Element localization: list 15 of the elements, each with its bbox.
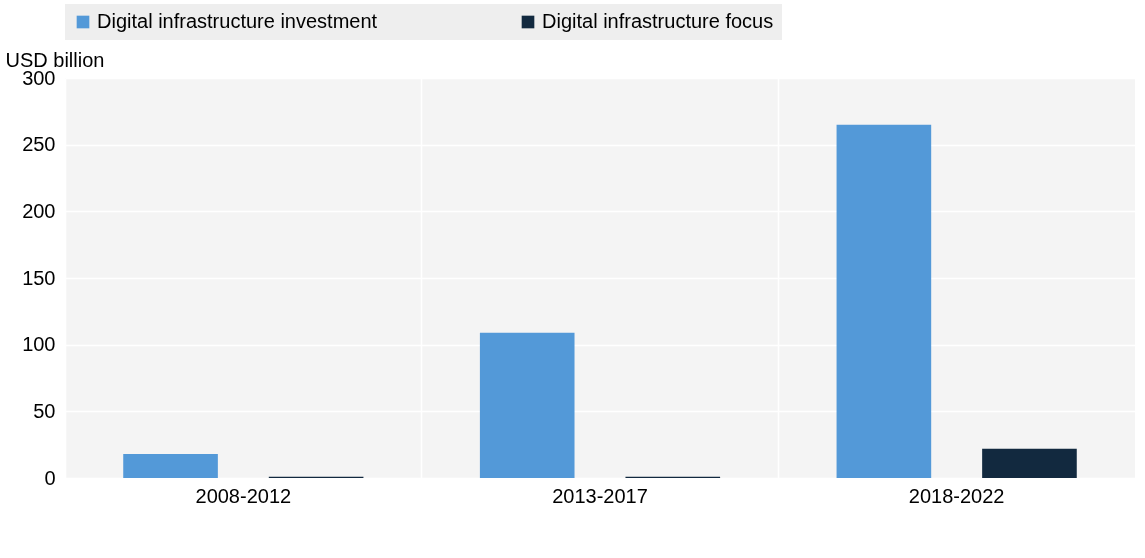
y-tick-label: 0 xyxy=(44,466,56,489)
x-tick-label: 2008-2012 xyxy=(195,484,292,507)
y-tick-label: 250 xyxy=(22,133,56,156)
y-tick-label: 150 xyxy=(22,266,56,289)
y-tick-label: 50 xyxy=(33,399,56,422)
y-tick-label: 100 xyxy=(22,333,56,356)
x-tick-label: 2018-2022 xyxy=(908,484,1005,507)
x-tick-label: 2013-2017 xyxy=(552,484,648,507)
legend-label: Digital infrastructure investment xyxy=(97,10,378,32)
y-tick-label: 200 xyxy=(22,199,56,222)
bar xyxy=(982,448,1077,478)
bar xyxy=(123,454,218,478)
bar xyxy=(479,332,575,478)
bar xyxy=(836,124,932,478)
legend-label: Digital infrastructure focus xyxy=(542,10,774,32)
